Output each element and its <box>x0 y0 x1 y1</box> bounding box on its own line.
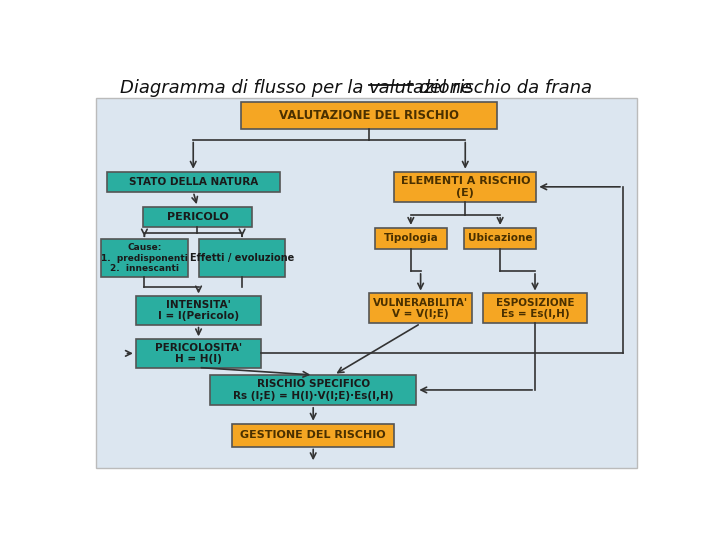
FancyBboxPatch shape <box>240 102 498 129</box>
Text: Ubicazione: Ubicazione <box>468 233 532 243</box>
Text: STATO DELLA NATURA: STATO DELLA NATURA <box>129 177 258 187</box>
Text: GESTIONE DEL RISCHIO: GESTIONE DEL RISCHIO <box>240 430 386 440</box>
FancyBboxPatch shape <box>374 228 447 248</box>
FancyBboxPatch shape <box>210 375 416 405</box>
Text: Tipologia: Tipologia <box>384 233 438 243</box>
FancyBboxPatch shape <box>369 294 472 323</box>
Text: Diagramma di flusso per la: Diagramma di flusso per la <box>120 79 369 97</box>
FancyBboxPatch shape <box>394 172 536 202</box>
FancyBboxPatch shape <box>143 207 252 227</box>
FancyBboxPatch shape <box>136 296 261 325</box>
Text: ELEMENTI A RISCHIO
(E): ELEMENTI A RISCHIO (E) <box>400 176 530 198</box>
Text: RISCHIO SPECIFICO
Rs (I;E) = H(I)·V(I;E)·Es(I,H): RISCHIO SPECIFICO Rs (I;E) = H(I)·V(I;E)… <box>233 379 393 401</box>
FancyBboxPatch shape <box>136 339 261 368</box>
Text: Effetti / evoluzione: Effetti / evoluzione <box>190 253 294 263</box>
Text: VULNERABILITA'
V = V(I;E): VULNERABILITA' V = V(I;E) <box>373 298 468 319</box>
Text: valutazione: valutazione <box>369 79 473 97</box>
FancyBboxPatch shape <box>464 228 536 248</box>
FancyBboxPatch shape <box>199 239 285 277</box>
Text: VALUTAZIONE DEL RISCHIO: VALUTAZIONE DEL RISCHIO <box>279 109 459 122</box>
Text: INTENSITA'
I = I(Pericolo): INTENSITA' I = I(Pericolo) <box>158 300 239 321</box>
Text: ESPOSIZIONE
Es = Es(I,H): ESPOSIZIONE Es = Es(I,H) <box>496 298 575 319</box>
FancyBboxPatch shape <box>483 294 587 323</box>
Text: Cause:
1.  predisponenti
2.  innescanti: Cause: 1. predisponenti 2. innescanti <box>101 243 188 273</box>
FancyBboxPatch shape <box>101 239 188 277</box>
FancyBboxPatch shape <box>96 98 637 468</box>
FancyBboxPatch shape <box>107 172 279 192</box>
Text: del rischio da frana: del rischio da frana <box>413 79 592 97</box>
Text: PERICOLO: PERICOLO <box>166 212 228 222</box>
Text: PERICOLOSITA'
H = H(I): PERICOLOSITA' H = H(I) <box>155 342 242 364</box>
FancyBboxPatch shape <box>233 424 394 447</box>
